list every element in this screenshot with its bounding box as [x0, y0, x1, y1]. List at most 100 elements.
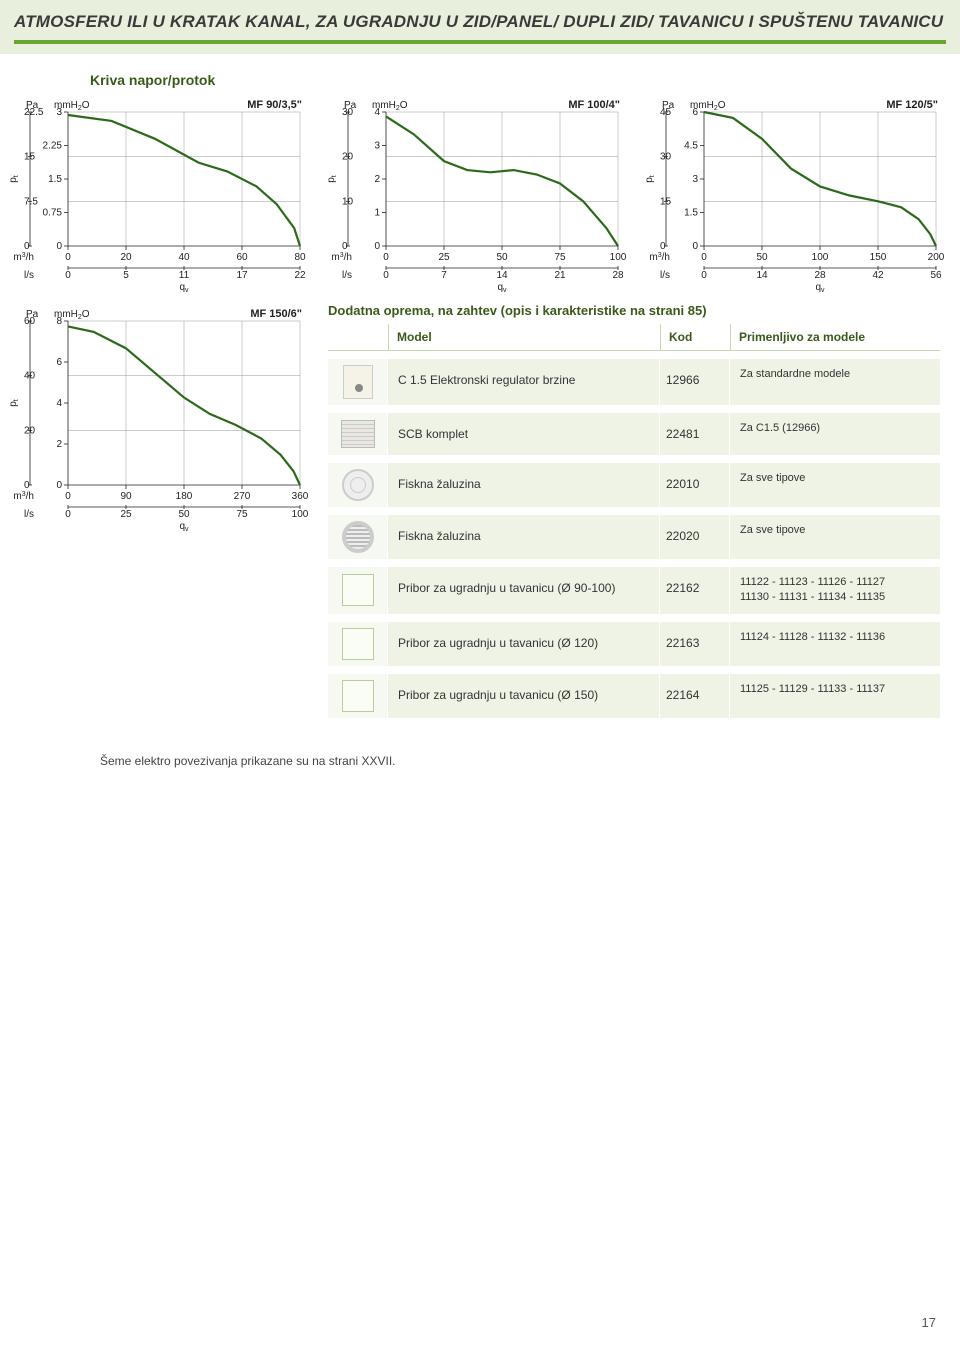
svg-text:0: 0	[24, 241, 30, 252]
th-model: Model	[388, 324, 660, 350]
svg-text:6: 6	[692, 107, 698, 118]
row-thumb	[328, 622, 388, 666]
page-number: 17	[922, 1315, 936, 1330]
svg-text:0: 0	[56, 480, 62, 491]
row-prim: Za sve tipove	[730, 515, 940, 559]
th-prim: Primenljivo za modele	[730, 324, 940, 350]
row-kod: 22010	[660, 463, 730, 507]
footnote: Šeme elektro povezivanja prikazane su na…	[100, 754, 960, 768]
row-kod: 22020	[660, 515, 730, 559]
row-model: Pribor za ugradnju u tavanicu (Ø 90-100)	[388, 567, 660, 614]
table-row: Fiskna žaluzina 22020 Za sve tipove	[328, 515, 940, 559]
row-prim: Za standardne modele	[730, 359, 940, 405]
chart-mf150: PammH2OMF 150/6"020406002468090180270360…	[10, 303, 310, 536]
page-header: ATMOSFERU ILI U KRATAK KANAL, ZA UGRADNJ…	[0, 0, 960, 54]
row-thumb	[328, 674, 388, 718]
svg-text:50: 50	[756, 252, 768, 263]
svg-text:28: 28	[612, 270, 624, 281]
chart-bottom-container: PammH2OMF 150/6"020406002468090180270360…	[10, 303, 310, 536]
svg-text:l/s: l/s	[660, 270, 670, 281]
svg-text:0: 0	[701, 270, 707, 281]
svg-text:22: 22	[294, 270, 306, 281]
svg-text:6: 6	[56, 357, 62, 368]
th-kod: Kod	[660, 324, 730, 350]
svg-text:7: 7	[441, 270, 447, 281]
th-spacer	[328, 324, 388, 350]
svg-text:qv: qv	[179, 521, 189, 533]
svg-text:2: 2	[56, 439, 62, 450]
svg-text:8: 8	[56, 316, 62, 327]
svg-text:0: 0	[660, 241, 666, 252]
svg-text:50: 50	[178, 509, 190, 520]
svg-text:2.25: 2.25	[43, 141, 63, 152]
svg-text:75: 75	[236, 509, 248, 520]
svg-text:qv: qv	[497, 282, 507, 294]
svg-text:4: 4	[56, 398, 62, 409]
svg-text:1.5: 1.5	[684, 208, 698, 219]
svg-text:60: 60	[236, 252, 248, 263]
table-row: Pribor za ugradnju u tavanicu (Ø 90-100)…	[328, 567, 940, 614]
svg-text:42: 42	[872, 270, 884, 281]
svg-text:5: 5	[123, 270, 129, 281]
row-kod: 22162	[660, 567, 730, 614]
svg-text:7.5: 7.5	[24, 196, 38, 207]
row-kod: 22481	[660, 413, 730, 455]
svg-text:25: 25	[438, 252, 450, 263]
row-prim: Za C1.5 (12966)	[730, 413, 940, 455]
row-kod: 22163	[660, 622, 730, 666]
svg-text:14: 14	[496, 270, 508, 281]
svg-text:pt: pt	[10, 399, 20, 407]
table-row: SCB komplet 22481 Za C1.5 (12966)	[328, 413, 940, 455]
svg-text:3: 3	[692, 174, 698, 185]
svg-text:0: 0	[701, 252, 707, 263]
row-prim: 11125 - 11129 - 11133 - 11137	[730, 674, 940, 718]
accessories-table: Dodatna oprema, na zahtev (opis i karakt…	[328, 303, 940, 726]
row-model: SCB komplet	[388, 413, 660, 455]
svg-text:0: 0	[383, 252, 389, 263]
svg-text:180: 180	[176, 491, 193, 502]
svg-text:qv: qv	[815, 282, 825, 294]
row-thumb	[328, 463, 388, 507]
svg-text:100: 100	[812, 252, 829, 263]
table-header-row: Model Kod Primenljivo za modele	[328, 324, 940, 351]
svg-text:1.5: 1.5	[48, 174, 62, 185]
svg-text:pt: pt	[10, 175, 20, 183]
svg-text:100: 100	[292, 509, 309, 520]
svg-text:0: 0	[342, 241, 348, 252]
svg-text:m3/h: m3/h	[649, 252, 670, 263]
svg-text:0: 0	[65, 491, 71, 502]
svg-text:0: 0	[24, 480, 30, 491]
svg-text:0: 0	[692, 241, 698, 252]
svg-text:3: 3	[374, 141, 380, 152]
row-model: Fiskna žaluzina	[388, 463, 660, 507]
svg-text:0: 0	[65, 252, 71, 263]
svg-text:MF 150/6": MF 150/6"	[250, 308, 302, 320]
row-model: C 1.5 Elektronski regulator brzine	[388, 359, 660, 405]
svg-text:MF 90/3,5": MF 90/3,5"	[247, 99, 302, 111]
row-model: Pribor za ugradnju u tavanicu (Ø 120)	[388, 622, 660, 666]
svg-text:MF 100/4": MF 100/4"	[568, 99, 620, 111]
row-prim: 11122 - 11123 - 11126 - 1112711130 - 111…	[730, 567, 940, 614]
row-model: Pribor za ugradnju u tavanicu (Ø 150)	[388, 674, 660, 718]
svg-text:m3/h: m3/h	[13, 491, 34, 502]
row-thumb	[328, 413, 388, 455]
charts-top-row: PammH2OMF 90/3,5"07.51522.500.751.52.253…	[10, 94, 960, 297]
lower-section: PammH2OMF 150/6"020406002468090180270360…	[10, 303, 960, 726]
header-divider	[14, 40, 946, 44]
svg-text:4: 4	[374, 107, 380, 118]
svg-text:22.5: 22.5	[24, 107, 44, 118]
page-title: ATMOSFERU ILI U KRATAK KANAL, ZA UGRADNJ…	[14, 12, 946, 32]
svg-text:MF 120/5": MF 120/5"	[886, 99, 938, 111]
svg-text:pt: pt	[646, 175, 656, 183]
table-row: C 1.5 Elektronski regulator brzine 12966…	[328, 359, 940, 405]
row-prim: 11124 - 11128 - 11132 - 11136	[730, 622, 940, 666]
svg-text:1: 1	[374, 208, 380, 219]
row-thumb	[328, 515, 388, 559]
svg-text:28: 28	[814, 270, 826, 281]
svg-text:0: 0	[374, 241, 380, 252]
row-kod: 22164	[660, 674, 730, 718]
svg-text:40: 40	[178, 252, 190, 263]
svg-text:21: 21	[554, 270, 566, 281]
svg-text:l/s: l/s	[342, 270, 352, 281]
row-prim: Za sve tipove	[730, 463, 940, 507]
